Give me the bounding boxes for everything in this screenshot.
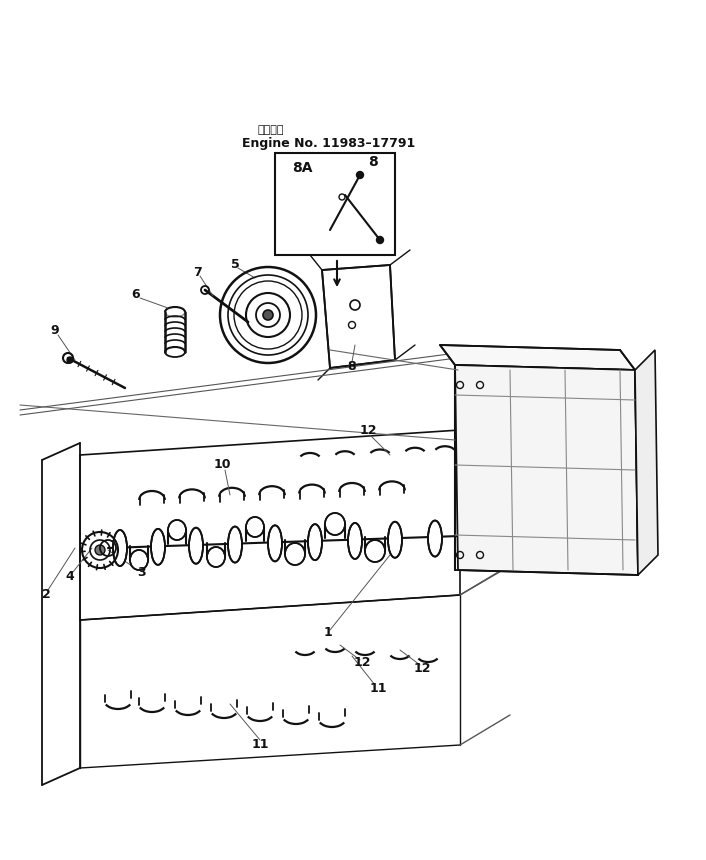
Text: 2: 2 [42,587,50,600]
Text: 4: 4 [66,569,74,582]
Text: 8A: 8A [292,161,313,175]
Text: 8: 8 [368,155,378,169]
Polygon shape [455,365,638,575]
Text: 7: 7 [193,266,201,279]
Ellipse shape [151,529,165,565]
Ellipse shape [168,520,186,540]
Ellipse shape [130,550,148,570]
Text: 12: 12 [413,661,431,674]
Text: 適用号簺: 適用号簺 [258,125,285,135]
Ellipse shape [348,523,362,559]
Ellipse shape [388,522,402,558]
Text: 11: 11 [251,738,269,751]
Ellipse shape [268,525,282,562]
Polygon shape [322,265,395,368]
Ellipse shape [325,513,345,535]
Text: 8: 8 [347,359,357,372]
Text: 11: 11 [369,681,387,695]
Ellipse shape [228,526,242,562]
Ellipse shape [113,530,127,566]
Text: 6: 6 [132,288,140,302]
Bar [275,153,395,255]
Ellipse shape [246,517,264,537]
Circle shape [95,545,105,555]
Ellipse shape [365,540,385,562]
Ellipse shape [207,547,225,567]
Text: 12: 12 [353,656,371,669]
Ellipse shape [189,528,203,563]
Text: 9: 9 [51,323,59,336]
Text: 10: 10 [213,458,231,471]
Text: Engine No. 11983–17791: Engine No. 11983–17791 [242,138,415,150]
Text: 5: 5 [231,257,239,271]
Ellipse shape [308,524,322,560]
Circle shape [263,310,273,320]
Polygon shape [440,345,635,370]
Text: 1: 1 [323,626,333,640]
Polygon shape [635,350,658,575]
Circle shape [357,171,364,179]
Circle shape [376,237,383,243]
Text: 3: 3 [138,566,146,579]
Ellipse shape [428,520,442,556]
Ellipse shape [285,543,305,565]
Text: 12: 12 [359,423,377,437]
Circle shape [67,357,73,363]
